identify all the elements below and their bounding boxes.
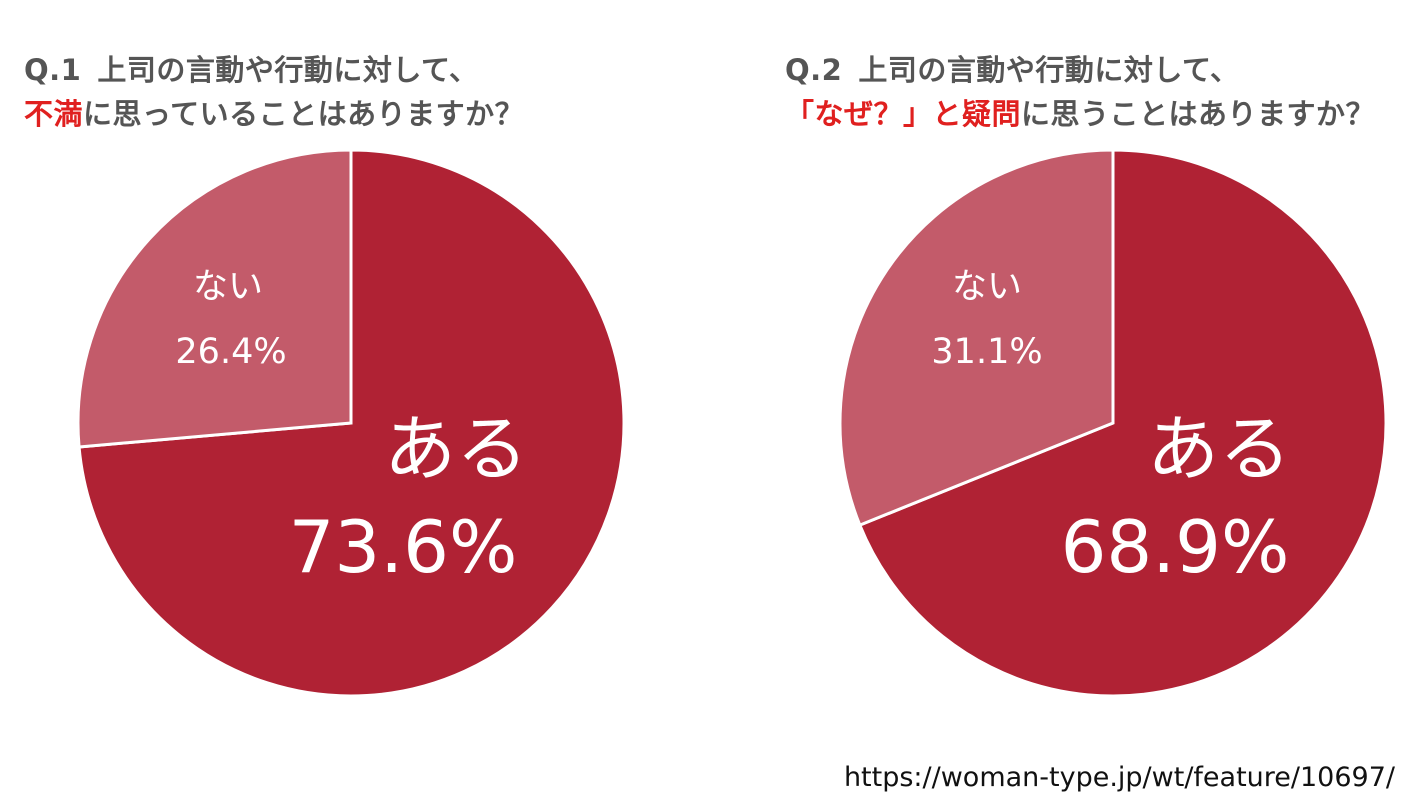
slice-no-q1 [76,148,353,449]
chart-q2-title-line1: 上司の言動や行動に対して、 [858,53,1240,87]
label-no-q2: ない [952,267,1022,307]
value-no-q1: 26.4% [175,332,286,372]
source-url: https://woman-type.jp/wt/feature/10697/ [843,762,1395,793]
chart-q2: Q.2 上司の言動や行動に対して、 「なぜ？」と疑問に思うことはありますか？ ない… [765,0,1417,720]
label-yes-q1: ある [384,407,528,491]
chart-q2-title-highlight: 「なぜ？」と疑問 [785,97,1022,131]
chart-q2-number: Q.2 [785,53,843,87]
label-no-q1: ない [193,267,263,307]
slice-yes-q2 [857,148,1388,698]
slice-no-q2 [838,148,1115,528]
label-yes-q2: ある [1147,407,1291,491]
chart-q1-title-highlight: 不満 [24,97,84,131]
pie-chart-q1: ない 26.4% ある 73.6% [76,148,626,698]
chart-q1-title-line1: 上司の言動や行動に対して、 [97,53,479,87]
chart-q1-number: Q.1 [24,53,82,87]
value-yes-q1: 73.6% [289,505,518,589]
chart-q1-title-line2: に思っていることはありますか？ [83,97,525,131]
chart-q2-title: Q.2 上司の言動や行動に対して、 「なぜ？」と疑問に思うことはありますか？ [785,48,1375,136]
chart-q1: Q.1 上司の言動や行動に対して、 不満に思っていることはありますか？ ない 26… [0,0,700,720]
value-no-q2: 31.1% [931,332,1042,372]
pie-chart-q2: ない 31.1% ある 68.9% [838,148,1388,698]
chart-q2-title-line2: に思うことはありますか？ [1021,97,1376,131]
chart-q1-title: Q.1 上司の言動や行動に対して、 不満に思っていることはありますか？ [24,48,524,136]
value-yes-q2: 68.9% [1061,505,1290,589]
